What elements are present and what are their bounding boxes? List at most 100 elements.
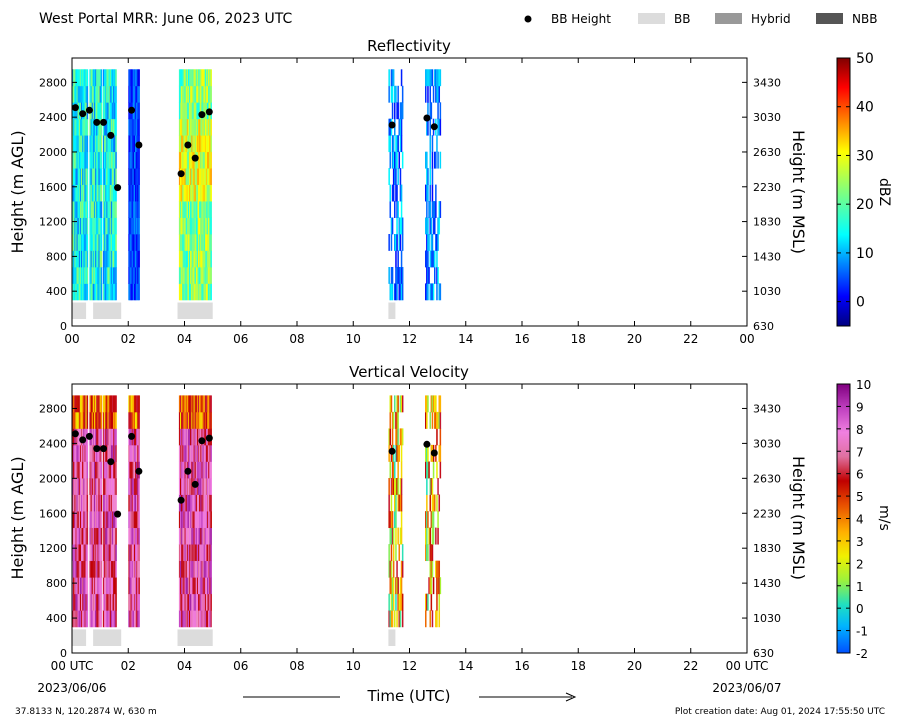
echo-cell (97, 250, 99, 268)
echo-cell (207, 610, 209, 628)
echo-cell (205, 395, 208, 413)
echo-cell (129, 234, 131, 251)
echo-cell (187, 151, 190, 169)
echo-cell (192, 250, 194, 268)
echo-cell (73, 444, 75, 462)
echo-cell (185, 544, 188, 562)
echo-cell (75, 395, 77, 413)
y-tick-right-label: 630 (753, 320, 774, 333)
echo-cell (90, 168, 93, 185)
echo-cell (132, 168, 135, 185)
echo-cell (137, 593, 139, 611)
echo-cell (425, 283, 427, 301)
echo-cell (138, 593, 140, 611)
echo-cell (432, 283, 435, 301)
echo-cell (129, 250, 131, 268)
echo-cell (78, 184, 81, 202)
echo-cell (198, 610, 200, 628)
echo-cell (208, 411, 210, 429)
echo-cell (72, 395, 74, 413)
echo-cell (114, 395, 116, 413)
echo-cell (102, 560, 105, 578)
echo-cell (425, 461, 427, 479)
bb-height-point (135, 141, 143, 149)
echo-cell (191, 411, 193, 429)
echo-cell (92, 102, 95, 120)
echo-cell (72, 577, 74, 595)
echo-cell (391, 511, 394, 529)
echo-cell (398, 494, 401, 512)
echo-cell (192, 610, 194, 628)
echo-cell (439, 102, 442, 120)
echo-cell (73, 544, 75, 562)
echo-cell (184, 85, 187, 103)
echo-cell (178, 395, 181, 413)
echo-cell (108, 184, 111, 202)
echo-cell (439, 411, 442, 429)
echo-cell (114, 610, 116, 628)
echo-cell (187, 577, 190, 595)
echo-cell (186, 151, 189, 169)
echo-cell (137, 69, 139, 87)
echo-cell (198, 201, 200, 218)
legend-label: BB Height (551, 12, 611, 26)
echo-cell (196, 102, 199, 120)
echo-cell (195, 494, 198, 512)
echo-cell (85, 478, 88, 495)
echo-cell (100, 184, 103, 202)
echo-cell (181, 593, 183, 611)
echo-cell (185, 610, 188, 628)
echo-cell (79, 135, 82, 153)
echo-cell (195, 544, 198, 562)
echo-cell (111, 118, 114, 136)
echo-cell (114, 283, 116, 301)
echo-cell (135, 511, 137, 529)
echo-cell (185, 428, 188, 446)
echo-cell (436, 69, 438, 87)
echo-cell (109, 102, 112, 120)
echo-cell (187, 168, 190, 185)
echo-cell (85, 85, 88, 103)
echo-cell (105, 560, 107, 578)
echo-cell (187, 610, 190, 628)
echo-cell (72, 250, 74, 268)
echo-cell (111, 201, 114, 218)
echo-cell (189, 444, 191, 462)
echo-cell (435, 395, 437, 413)
echo-cell (203, 577, 206, 595)
echo-cell (97, 168, 99, 185)
echo-cell (138, 577, 140, 595)
echo-cell (136, 267, 138, 284)
echo-cell (207, 411, 209, 429)
echo-cell (111, 217, 114, 235)
y-tick-label: 1600 (39, 181, 67, 194)
echo-cell (133, 527, 136, 545)
echo-cell (389, 461, 392, 479)
echo-cell (397, 411, 399, 429)
echo-cell (186, 411, 189, 429)
echo-cell (209, 85, 211, 103)
echo-cell (190, 283, 192, 301)
echo-cell (207, 168, 209, 185)
echo-cell (106, 168, 108, 185)
echo-cell (97, 201, 99, 218)
echo-cell (129, 85, 131, 103)
echo-cell (113, 444, 115, 462)
echo-cell (82, 411, 84, 429)
echo-cell (391, 527, 394, 545)
echo-cell (86, 511, 89, 529)
echo-cell (204, 494, 207, 512)
echo-cell (200, 69, 202, 87)
echo-cell (429, 102, 432, 120)
echo-cell (210, 411, 212, 429)
echo-cell (189, 102, 191, 120)
echo-cell (90, 411, 93, 429)
echo-cell (426, 511, 428, 529)
echo-cell (129, 267, 131, 284)
bb-height-point (135, 467, 143, 475)
echo-cell (74, 135, 76, 153)
echo-cell (135, 593, 137, 611)
echo-cell (85, 283, 88, 301)
echo-cell (195, 560, 198, 578)
echo-cell (79, 184, 82, 202)
